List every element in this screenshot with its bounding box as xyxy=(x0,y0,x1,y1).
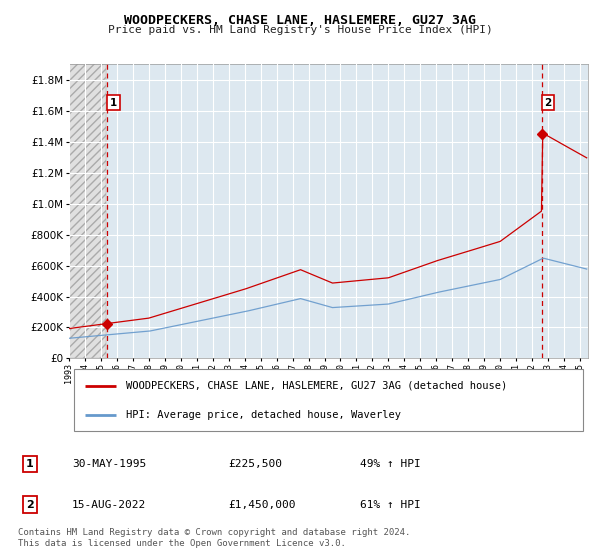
Text: 1: 1 xyxy=(26,459,34,469)
Text: Price paid vs. HM Land Registry's House Price Index (HPI): Price paid vs. HM Land Registry's House … xyxy=(107,25,493,35)
Text: WOODPECKERS, CHASE LANE, HASLEMERE, GU27 3AG (detached house): WOODPECKERS, CHASE LANE, HASLEMERE, GU27… xyxy=(126,381,508,391)
FancyBboxPatch shape xyxy=(74,370,583,431)
Bar xyxy=(69,64,106,358)
Bar xyxy=(69,64,106,358)
Text: £1,450,000: £1,450,000 xyxy=(228,500,296,510)
Text: 61% ↑ HPI: 61% ↑ HPI xyxy=(360,500,421,510)
Text: HPI: Average price, detached house, Waverley: HPI: Average price, detached house, Wave… xyxy=(126,410,401,420)
Text: £225,500: £225,500 xyxy=(228,459,282,469)
Text: 2: 2 xyxy=(544,97,551,108)
Text: 30-MAY-1995: 30-MAY-1995 xyxy=(72,459,146,469)
Text: Contains HM Land Registry data © Crown copyright and database right 2024.
This d: Contains HM Land Registry data © Crown c… xyxy=(18,528,410,548)
Text: WOODPECKERS, CHASE LANE, HASLEMERE, GU27 3AG: WOODPECKERS, CHASE LANE, HASLEMERE, GU27… xyxy=(124,14,476,27)
Text: 49% ↑ HPI: 49% ↑ HPI xyxy=(360,459,421,469)
Text: 1: 1 xyxy=(110,97,117,108)
Text: 2: 2 xyxy=(26,500,34,510)
Text: 15-AUG-2022: 15-AUG-2022 xyxy=(72,500,146,510)
